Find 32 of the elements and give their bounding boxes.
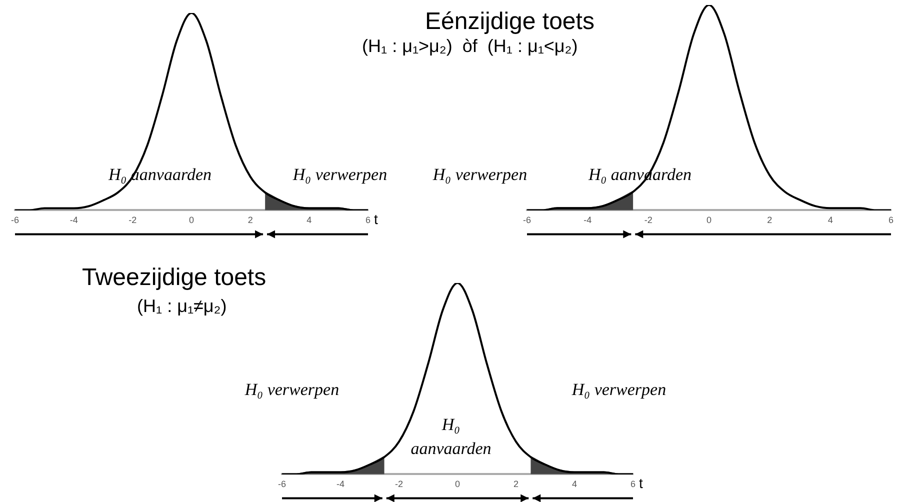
chart-title: Tweezijdige toets	[82, 264, 266, 292]
x-tick-label: 6	[630, 479, 636, 490]
x-tick-label: 4	[828, 215, 833, 226]
x-tick-label: -4	[336, 479, 345, 490]
x-tick-label: -4	[584, 215, 592, 226]
annotation: H₀ verwerpen	[570, 379, 668, 401]
annotation: H₀ verwerpen	[244, 379, 340, 401]
x-tick-label: 2	[248, 215, 253, 226]
annotation: H₀ aanvaarden	[410, 414, 492, 460]
x-tick-label: -2	[644, 215, 652, 226]
x-tick-label: 0	[706, 215, 712, 226]
chart-title: Eénzijdige toets	[425, 8, 594, 36]
x-tick-label: 2	[513, 479, 519, 490]
x-axis-title: t	[639, 475, 643, 492]
x-tick-label: -6	[522, 215, 532, 226]
text: (H₁ : μ₁>μ₂) òf (H₁ : μ₁<μ₂)	[362, 36, 578, 57]
x-tick-label: -2	[394, 479, 404, 490]
x-tick-label: 0	[188, 215, 194, 226]
annotation: H₀ verwerpen	[292, 164, 388, 186]
x-axis-title: t	[374, 211, 378, 228]
x-tick-label: 4	[306, 215, 312, 226]
x-tick-label: 6	[888, 215, 894, 226]
x-tick-label: -6	[278, 479, 286, 490]
x-tick-label: 4	[572, 479, 578, 490]
x-tick-label: 6	[365, 215, 371, 226]
x-tick-label: -2	[128, 215, 137, 226]
text: (H₁ : μ₁≠μ₂)	[137, 296, 227, 317]
x-tick-label: 2	[767, 215, 772, 226]
x-tick-label: 0	[454, 479, 460, 490]
x-tick-label: -6	[10, 215, 20, 226]
x-tick-label: -4	[70, 215, 78, 226]
annotation: H₀ verwerpen	[432, 164, 528, 186]
